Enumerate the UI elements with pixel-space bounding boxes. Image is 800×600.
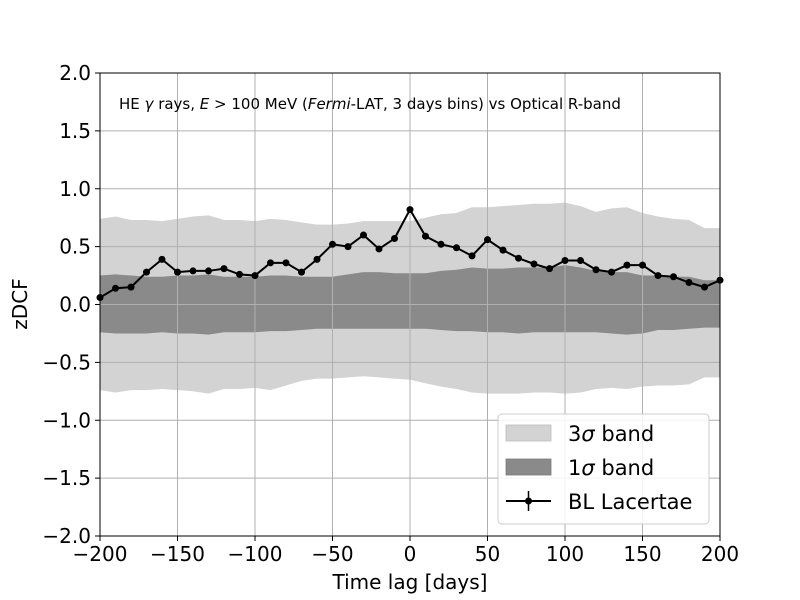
data-point bbox=[205, 267, 212, 275]
data-point bbox=[236, 270, 243, 278]
x-tick-label: 200 bbox=[701, 542, 739, 566]
x-tick-label: 50 bbox=[475, 542, 500, 566]
data-point bbox=[360, 231, 367, 239]
data-point bbox=[623, 261, 631, 269]
data-point bbox=[608, 268, 615, 276]
data-point bbox=[515, 254, 522, 262]
data-point bbox=[298, 268, 305, 276]
y-tick-label: 0.0 bbox=[59, 293, 91, 317]
data-point bbox=[329, 240, 336, 248]
annotation-threshold: > 100 MeV ( bbox=[209, 95, 308, 113]
data-point bbox=[437, 240, 445, 248]
data-point bbox=[577, 257, 584, 265]
data-point bbox=[530, 260, 538, 268]
data-point bbox=[127, 283, 135, 291]
annotation-prefix: HE bbox=[119, 95, 145, 113]
x-tick-label: 100 bbox=[546, 542, 584, 566]
data-point bbox=[158, 255, 166, 263]
data-point bbox=[391, 235, 398, 243]
data-point bbox=[701, 283, 708, 291]
legend-label-series: BL Lacertae bbox=[568, 490, 692, 514]
data-point bbox=[282, 259, 290, 267]
y-tick-label: −1.0 bbox=[42, 408, 91, 432]
data-point bbox=[670, 273, 677, 281]
legend-swatch-series-marker bbox=[525, 497, 532, 505]
data-point bbox=[499, 246, 507, 254]
data-point bbox=[174, 268, 181, 276]
legend-box bbox=[497, 413, 710, 525]
annotation-rest: -LAT, 3 days bins) vs Optical R-band bbox=[351, 95, 621, 113]
data-point bbox=[220, 265, 228, 273]
axis-ticks: −200 −150 −100 −50 0 50 100 150 200 −2.0 −1.5 −1.0 −… bbox=[42, 61, 739, 566]
x-tick-label: −100 bbox=[228, 542, 283, 566]
data-point bbox=[546, 265, 553, 273]
data-point bbox=[484, 236, 491, 244]
data-point bbox=[422, 232, 429, 240]
data-point bbox=[592, 266, 600, 274]
y-tick-label: 2.0 bbox=[59, 61, 91, 85]
data-point bbox=[189, 267, 197, 275]
annotation-gamma: γ bbox=[145, 95, 155, 113]
y-tick-label: 0.5 bbox=[59, 235, 91, 259]
legend-label-3sigma: 3σ band bbox=[568, 422, 654, 446]
x-tick-label: 0 bbox=[404, 542, 417, 566]
annotation-rays: rays, bbox=[153, 95, 199, 113]
data-point bbox=[453, 244, 460, 252]
x-tick-label: 150 bbox=[623, 542, 661, 566]
data-point bbox=[251, 272, 259, 280]
data-point bbox=[468, 252, 476, 260]
y-tick-label: 1.5 bbox=[59, 119, 91, 143]
data-point bbox=[313, 255, 321, 263]
data-point bbox=[143, 268, 150, 276]
data-point bbox=[561, 257, 569, 265]
annotation-energy: E bbox=[200, 95, 210, 113]
legend-swatch-1sigma bbox=[505, 458, 552, 476]
x-tick-label: −150 bbox=[150, 542, 205, 566]
y-tick-label: −1.5 bbox=[42, 466, 91, 490]
data-point bbox=[375, 245, 383, 253]
data-point bbox=[685, 279, 693, 287]
x-tick-label: −50 bbox=[311, 542, 353, 566]
data-series bbox=[96, 206, 724, 302]
x-tick-label: −200 bbox=[73, 542, 128, 566]
y-tick-label: 1.0 bbox=[59, 177, 91, 201]
chart-annotation: HE γ rays, E > 100 MeV (Fermi-LAT, 3 day… bbox=[119, 95, 621, 113]
data-point bbox=[267, 259, 274, 267]
x-axis-label: Time lag [days] bbox=[332, 570, 488, 594]
annotation-fermi: Fermi bbox=[308, 95, 352, 113]
legend-swatch-3sigma bbox=[505, 424, 552, 442]
y-tick-label: −0.5 bbox=[42, 350, 91, 374]
data-point bbox=[406, 206, 414, 214]
y-axis-label: zDCF bbox=[8, 278, 32, 329]
y-tick-label: −2.0 bbox=[42, 524, 91, 548]
legend-label-1sigma: 1σ band bbox=[568, 456, 654, 480]
data-point bbox=[639, 261, 646, 269]
data-point bbox=[344, 243, 352, 251]
legend: 3σ band 1σ band BL Lacertae bbox=[497, 413, 710, 525]
data-point bbox=[112, 284, 119, 292]
data-point bbox=[654, 272, 662, 280]
